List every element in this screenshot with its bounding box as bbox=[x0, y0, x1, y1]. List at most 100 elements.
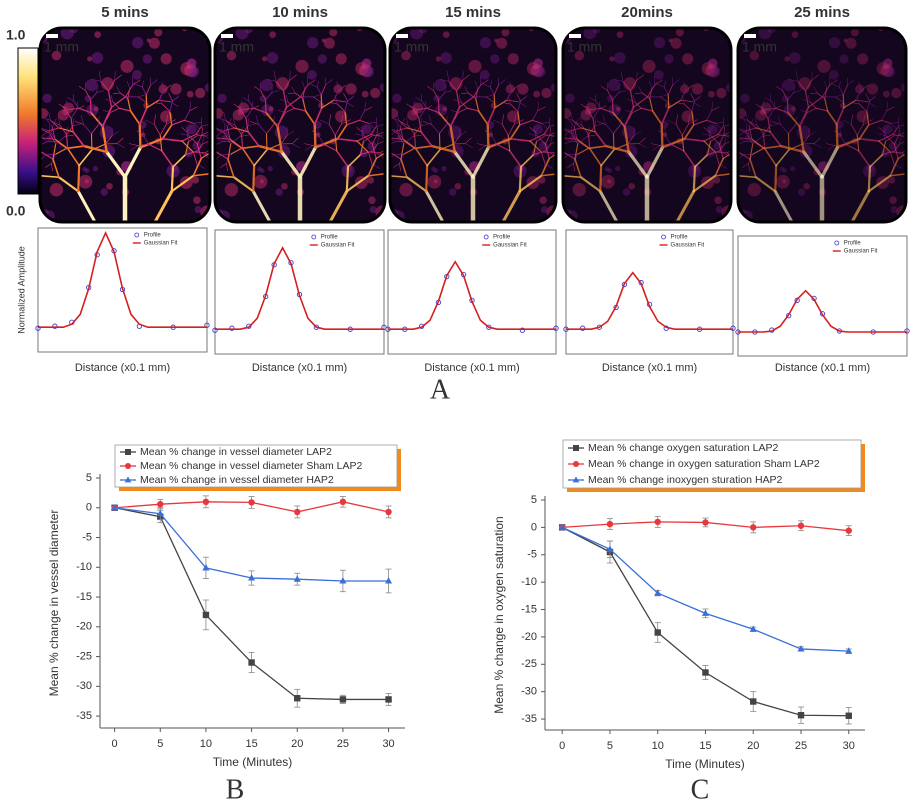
speckle bbox=[607, 179, 612, 184]
vessel bbox=[189, 101, 191, 111]
vessel bbox=[399, 163, 401, 172]
speckle bbox=[883, 65, 896, 78]
vessel bbox=[533, 126, 538, 137]
vessel bbox=[200, 149, 210, 160]
speckle bbox=[817, 59, 831, 73]
vessel bbox=[185, 141, 190, 156]
marker bbox=[339, 498, 347, 506]
vessel bbox=[826, 110, 838, 126]
vessel bbox=[798, 106, 810, 128]
vessel bbox=[628, 112, 633, 120]
vessel bbox=[77, 164, 81, 193]
legend-label: Gaussian Fit bbox=[321, 243, 355, 249]
vessel bbox=[838, 80, 841, 88]
speckle bbox=[433, 168, 439, 173]
vessel bbox=[336, 137, 358, 142]
vessel bbox=[507, 94, 511, 105]
vessel bbox=[258, 124, 267, 134]
vessel bbox=[683, 124, 695, 140]
vessel bbox=[453, 99, 462, 103]
vessel bbox=[883, 131, 886, 143]
vessel bbox=[276, 106, 288, 128]
x-tick-label: 15 bbox=[699, 740, 711, 752]
speckle bbox=[281, 182, 288, 190]
legend-marker bbox=[311, 234, 317, 240]
vessel bbox=[356, 133, 372, 142]
vessel bbox=[685, 84, 694, 91]
x-tick-label: 20 bbox=[747, 740, 759, 752]
speckle bbox=[538, 176, 546, 184]
vessel bbox=[74, 121, 84, 125]
vessel bbox=[842, 84, 849, 96]
speckle bbox=[496, 37, 508, 49]
vessel bbox=[889, 172, 906, 177]
vessel bbox=[11, 162, 17, 168]
vessel bbox=[540, 157, 550, 177]
vessel bbox=[564, 137, 578, 140]
vessel bbox=[336, 81, 340, 91]
vessel bbox=[607, 90, 613, 101]
legend-label: Gaussian Fit bbox=[844, 249, 878, 255]
panel-label: C bbox=[691, 774, 710, 804]
vessel bbox=[360, 150, 374, 156]
vessel bbox=[421, 100, 428, 109]
vessel bbox=[72, 123, 82, 127]
marker bbox=[654, 589, 662, 596]
vessel bbox=[802, 135, 810, 145]
vessel bbox=[45, 129, 52, 134]
vessel bbox=[694, 95, 702, 102]
vessel bbox=[325, 79, 333, 86]
vessel bbox=[65, 145, 85, 150]
vessel bbox=[371, 143, 377, 160]
vessel bbox=[707, 126, 712, 137]
vessel bbox=[613, 78, 624, 82]
vessel bbox=[477, 143, 487, 146]
vessel bbox=[788, 124, 796, 134]
speckle bbox=[708, 90, 715, 98]
speckle bbox=[435, 104, 448, 117]
marker bbox=[248, 499, 255, 506]
vessel bbox=[51, 126, 56, 140]
speckle bbox=[217, 93, 227, 103]
speckle bbox=[712, 176, 721, 184]
marker bbox=[573, 445, 579, 451]
legend-label: Profile bbox=[144, 233, 162, 239]
vessel bbox=[811, 74, 819, 81]
speckle bbox=[530, 64, 544, 77]
vessel bbox=[10, 168, 17, 171]
vessel bbox=[153, 189, 174, 222]
vessel bbox=[129, 81, 136, 89]
vessel bbox=[137, 143, 149, 146]
speckle bbox=[790, 106, 796, 112]
speckle bbox=[883, 90, 890, 98]
vessel bbox=[192, 157, 202, 177]
vessel bbox=[344, 110, 348, 126]
speckle bbox=[507, 110, 520, 123]
scale-label: 1 mm bbox=[567, 39, 602, 55]
vessel bbox=[145, 94, 148, 109]
vessel bbox=[153, 123, 161, 136]
vessel bbox=[866, 101, 876, 107]
vessel bbox=[544, 128, 548, 137]
vessel bbox=[89, 99, 92, 114]
vessel bbox=[638, 137, 646, 144]
speckle bbox=[791, 31, 799, 38]
image-frame bbox=[736, 26, 908, 224]
vessel bbox=[42, 137, 48, 142]
speckle bbox=[642, 161, 652, 171]
vessel bbox=[105, 135, 113, 145]
vessel bbox=[72, 117, 75, 127]
vessel bbox=[493, 84, 500, 96]
vessel bbox=[420, 123, 430, 127]
y-tick-label: -10 bbox=[521, 576, 537, 588]
vessel bbox=[76, 189, 97, 222]
x-tick-label: 15 bbox=[245, 738, 257, 750]
speckle bbox=[191, 176, 200, 184]
vessel bbox=[40, 175, 60, 179]
vessel bbox=[475, 88, 479, 99]
speckle bbox=[91, 52, 104, 64]
vessel bbox=[598, 189, 619, 222]
vessel bbox=[78, 107, 92, 114]
vessel bbox=[536, 135, 546, 145]
speckle bbox=[366, 176, 375, 184]
